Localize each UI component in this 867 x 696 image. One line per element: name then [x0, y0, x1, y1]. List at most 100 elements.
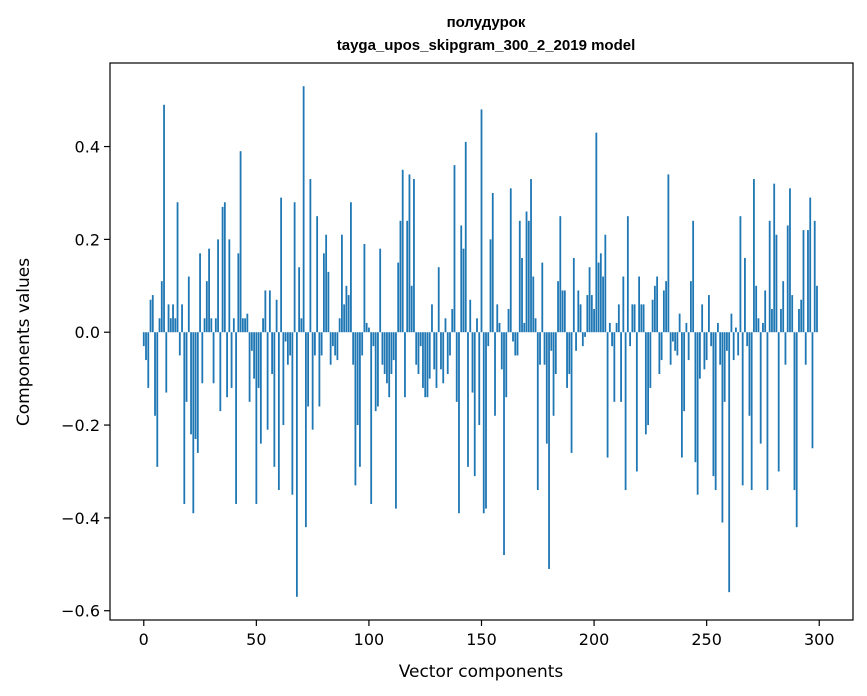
bar	[282, 332, 285, 426]
bar	[494, 332, 496, 416]
bar	[469, 299, 472, 333]
bar	[361, 332, 364, 356]
bar	[311, 332, 314, 430]
bar	[446, 332, 449, 374]
bar	[656, 276, 659, 333]
bar	[286, 332, 289, 365]
bar	[777, 332, 780, 472]
bar	[210, 318, 213, 333]
y-tick-label: 0.4	[75, 138, 100, 157]
bar	[383, 332, 386, 374]
bar	[568, 332, 571, 374]
bar	[397, 262, 400, 333]
y-tick-label: 0.2	[75, 230, 100, 249]
bar	[514, 332, 517, 356]
bar	[435, 332, 438, 388]
bar	[622, 276, 625, 333]
bar	[350, 202, 352, 333]
bar	[419, 332, 422, 347]
bar	[473, 332, 476, 477]
y-tick-label: 0.0	[75, 323, 100, 342]
bar	[703, 332, 706, 370]
bar	[737, 332, 740, 356]
bar	[782, 281, 785, 333]
bar	[431, 304, 433, 333]
bar	[581, 332, 584, 347]
bar	[390, 332, 393, 374]
x-tick-label: 0	[139, 630, 149, 649]
bar	[480, 109, 483, 333]
bar	[653, 285, 656, 333]
y-axis: −0.6 −0.4 −0.2 0.0 0.2 0.4	[61, 138, 110, 621]
bar	[228, 239, 231, 333]
bar	[196, 332, 199, 453]
bar	[257, 332, 260, 388]
bar	[719, 332, 722, 365]
bar	[685, 322, 688, 333]
bar	[217, 239, 219, 333]
bar	[613, 332, 616, 402]
bar	[739, 216, 742, 333]
bar	[145, 332, 147, 361]
bar	[660, 332, 663, 361]
bar	[593, 309, 595, 333]
bar	[275, 299, 278, 333]
bar	[757, 318, 760, 333]
bar	[689, 281, 692, 333]
bar	[753, 179, 755, 333]
bar	[374, 332, 377, 412]
bar	[602, 276, 604, 333]
bar	[615, 322, 618, 333]
bar	[239, 151, 242, 333]
bar	[633, 304, 636, 333]
bar	[800, 299, 803, 333]
bar	[262, 318, 264, 333]
bar	[453, 165, 456, 333]
bar	[363, 244, 366, 333]
bar	[293, 202, 296, 333]
bar	[635, 332, 638, 472]
bar	[505, 332, 508, 398]
bar	[313, 332, 316, 356]
bar	[644, 332, 647, 435]
bar	[356, 332, 359, 426]
bar	[372, 332, 375, 347]
bar	[728, 332, 731, 593]
bar	[192, 332, 195, 514]
bar	[617, 304, 620, 333]
bar	[521, 257, 523, 333]
bar	[498, 322, 501, 333]
bar	[377, 332, 379, 407]
bar	[723, 332, 726, 402]
bar	[284, 332, 287, 342]
bar	[232, 318, 235, 333]
bar	[809, 197, 812, 333]
bar	[368, 327, 370, 333]
bar	[158, 318, 161, 333]
bar	[329, 332, 332, 365]
bar	[566, 332, 568, 388]
bar	[599, 253, 602, 333]
bar	[467, 332, 469, 467]
bar	[802, 230, 805, 333]
bar	[813, 220, 816, 333]
bar	[512, 332, 514, 342]
bar	[680, 332, 683, 458]
bar	[676, 332, 679, 356]
bar	[302, 86, 305, 333]
bar	[309, 179, 312, 333]
bar	[768, 220, 771, 333]
bar	[793, 332, 796, 491]
bar	[300, 318, 303, 333]
bar	[597, 262, 600, 333]
bar	[771, 309, 773, 333]
bar	[169, 318, 172, 333]
bar	[422, 332, 424, 388]
bar	[437, 267, 440, 333]
bar	[626, 216, 629, 333]
x-tick-label: 300	[804, 630, 835, 649]
bar	[460, 225, 463, 333]
bar	[552, 332, 555, 416]
bar	[807, 230, 809, 333]
